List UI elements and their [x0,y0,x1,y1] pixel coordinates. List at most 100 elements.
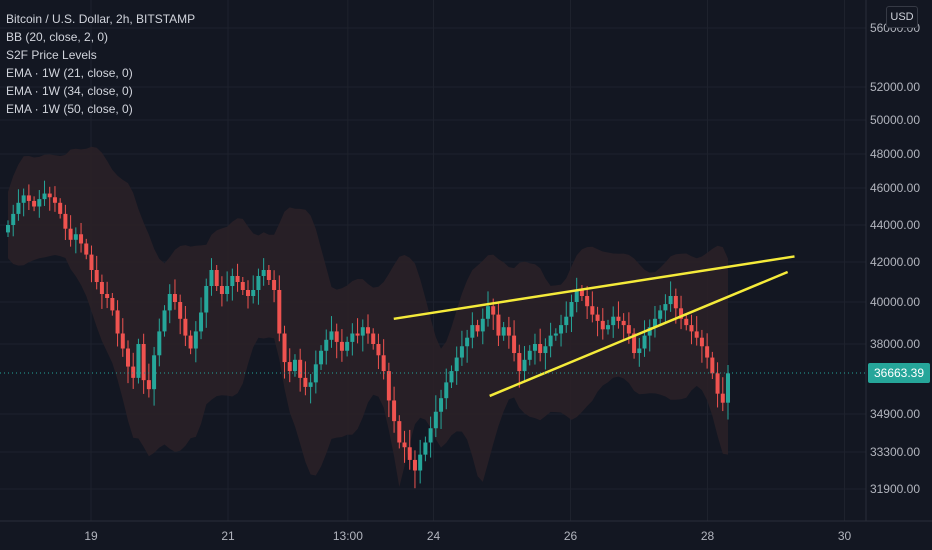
candle-body [266,270,271,280]
candle-body [418,454,423,471]
candle-body [720,393,725,403]
indicator-ema-34[interactable]: EMA · 1W (34, close, 0) [6,84,133,98]
x-tick-label: 24 [427,529,441,543]
candle-body [141,344,146,381]
candle-body [433,411,438,429]
candle-body [172,294,177,302]
y-tick-label: 34900.00 [870,407,920,421]
candle-body [642,335,647,349]
candle-body [73,234,78,240]
candle-body [668,296,673,305]
candle-body [538,344,543,354]
candle-body [486,306,490,319]
candle-body [183,318,188,336]
candle-body [329,331,334,340]
candle-body [21,195,26,203]
candle-body [110,298,115,311]
candle-body [52,197,57,203]
y-tick-label: 33300.00 [870,445,920,459]
x-tick-label: 21 [221,529,235,543]
y-tick-label: 42000.00 [870,255,920,269]
candle-body [209,270,214,286]
candle-body [407,447,412,460]
candle-body [439,398,444,412]
y-tick-label: 50000.00 [870,113,920,127]
candle-body [501,327,506,336]
candle-body [6,225,10,233]
indicator-bb[interactable]: BB (20, close, 2, 0) [6,30,109,44]
candle-body [199,312,204,332]
candle-body [569,302,574,317]
candle-body [600,320,605,330]
candle-body [470,325,475,338]
candle-body [595,314,600,321]
candle-body [157,331,162,356]
candles [6,180,730,489]
candle-body [428,428,433,443]
candle-body [397,421,402,443]
candle-body [658,310,663,319]
x-axis-labels: 19 21 13:00 24 26 28 30 [84,529,851,543]
candle-body [324,339,329,351]
candle-body [225,286,230,294]
candle-body [705,346,710,358]
candle-body [37,199,42,207]
candle-body [298,359,303,378]
x-tick-label: 13:00 [333,529,363,543]
candle-body [606,325,610,330]
candle-body [152,355,157,390]
candle-body [32,200,37,207]
y-tick-label: 46000.00 [870,181,920,195]
candle-body [673,296,678,309]
candle-body [188,335,193,349]
candle-body [277,290,282,334]
candle-body [475,325,480,332]
candle-body [287,362,292,372]
candle-body [303,377,308,387]
candle-body [480,318,485,332]
candle-body [235,276,240,282]
candle-body [564,316,569,326]
candle-body [491,306,496,315]
y-tick-label: 52000.00 [870,80,920,94]
candle-body [611,316,616,326]
candle-body [292,359,297,372]
candle-body [694,331,699,338]
candle-body [99,282,104,294]
symbol-title[interactable]: Bitcoin / U.S. Dollar, 2h, BITSTAMP [6,12,196,26]
indicator-ema-50[interactable]: EMA · 1W (50, close, 0) [6,102,133,116]
candle-body [616,316,621,321]
candle-body [710,357,715,374]
candle-body [308,382,313,387]
trendline[interactable] [393,255,795,321]
candle-body [699,337,704,347]
candle-body [214,270,219,286]
indicator-s2f[interactable]: S2F Price Levels [6,48,97,62]
candle-body [512,335,517,354]
candle-body [246,290,250,296]
candle-body [684,318,689,326]
candle-body [579,290,584,296]
candle-body [42,193,47,200]
candle-body [652,318,657,328]
indicator-ema-21[interactable]: EMA · 1W (21, close, 0) [6,66,133,80]
x-tick-label: 30 [838,529,852,543]
candle-body [58,202,63,214]
currency-button[interactable]: USD [886,6,918,28]
candle-body [412,459,417,471]
candle-body [527,350,532,360]
candle-body [193,331,198,349]
candle-body [574,290,579,302]
candle-body [496,314,501,336]
candle-body [522,359,527,372]
candle-body [386,371,391,401]
candle-body [543,346,548,354]
candle-body [334,331,339,342]
candle-body [339,341,344,351]
candle-body [313,364,318,383]
candle-body [444,382,449,399]
candle-body [585,296,590,307]
trendline[interactable] [489,270,789,398]
candle-body [204,286,209,313]
